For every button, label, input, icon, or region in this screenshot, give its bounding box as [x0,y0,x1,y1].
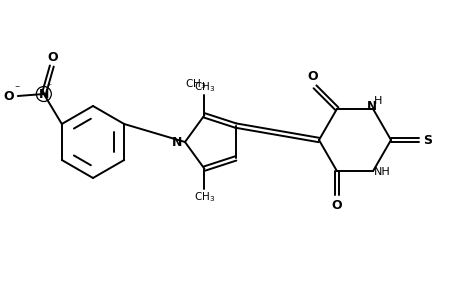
Text: S: S [423,134,431,146]
Text: O: O [307,70,318,83]
Text: CH$_3$: CH$_3$ [185,77,206,91]
Text: $^+$: $^+$ [45,82,53,91]
Text: CH$_3$: CH$_3$ [193,80,214,94]
Text: N: N [39,88,49,100]
Text: N: N [172,136,182,148]
Text: O: O [47,50,58,64]
Text: O: O [4,89,14,103]
Text: $^-$: $^-$ [13,82,21,91]
Text: N: N [366,100,376,113]
Text: H: H [373,96,381,106]
Text: NH: NH [373,167,390,177]
Text: CH$_3$: CH$_3$ [193,190,214,203]
Text: O: O [331,199,341,212]
